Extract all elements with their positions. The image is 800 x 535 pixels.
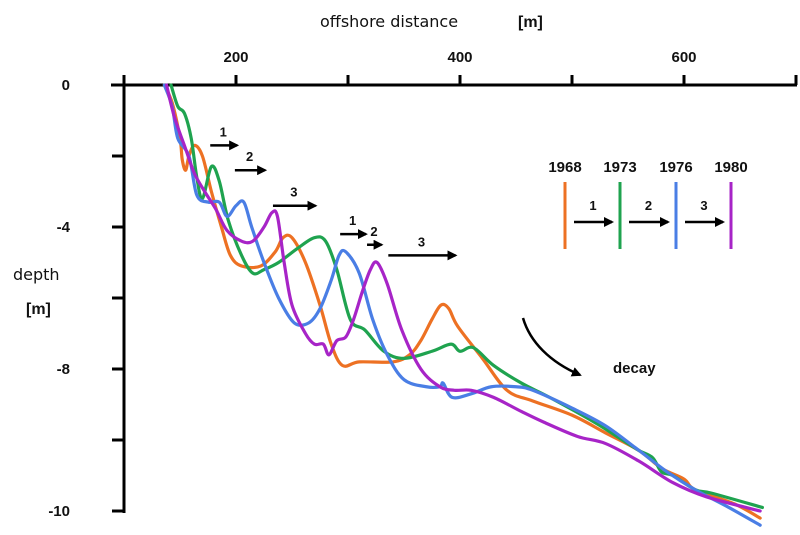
legend-step-label: 3 xyxy=(700,198,707,213)
series-line-1973 xyxy=(169,83,764,510)
decay-label: decay xyxy=(613,360,656,377)
decay-arrow xyxy=(521,317,582,377)
y-tick-label: -8 xyxy=(57,361,70,378)
legend-year: 1973 xyxy=(603,159,636,176)
x-tick-label: 200 xyxy=(223,49,248,66)
shift-arrow-label: 2 xyxy=(370,224,377,239)
y-axis-unit: [m] xyxy=(26,301,51,318)
series-line-1968 xyxy=(162,83,762,520)
x-tick-label: 600 xyxy=(671,49,696,66)
y-tick-label: 0 xyxy=(62,77,70,94)
x-axis-unit: [m] xyxy=(518,14,543,31)
shift-arrow-label: 1 xyxy=(349,213,356,228)
y-tick-label: -4 xyxy=(57,219,71,236)
x-axis-title: offshore distance xyxy=(320,12,458,31)
legend-year: 1980 xyxy=(714,159,747,176)
shift-arrow-label: 1 xyxy=(220,124,227,139)
shift-arrow-label: 3 xyxy=(418,234,425,249)
y-tick-label: -10 xyxy=(48,503,70,520)
legend: 1968 1973 1976 1980 1 2 3 xyxy=(548,159,748,249)
legend-step-label: 1 xyxy=(589,198,596,213)
legend-year: 1976 xyxy=(659,159,692,176)
shift-arrow-label: 2 xyxy=(246,149,253,164)
legend-year: 1968 xyxy=(548,159,581,176)
series-line-1980 xyxy=(164,83,762,513)
legend-step-label: 2 xyxy=(645,198,652,213)
shift-arrow-label: 3 xyxy=(290,185,297,200)
y-axis-title: depth xyxy=(13,265,60,284)
x-tick-label: 400 xyxy=(447,49,472,66)
series-line-1976 xyxy=(162,83,762,527)
